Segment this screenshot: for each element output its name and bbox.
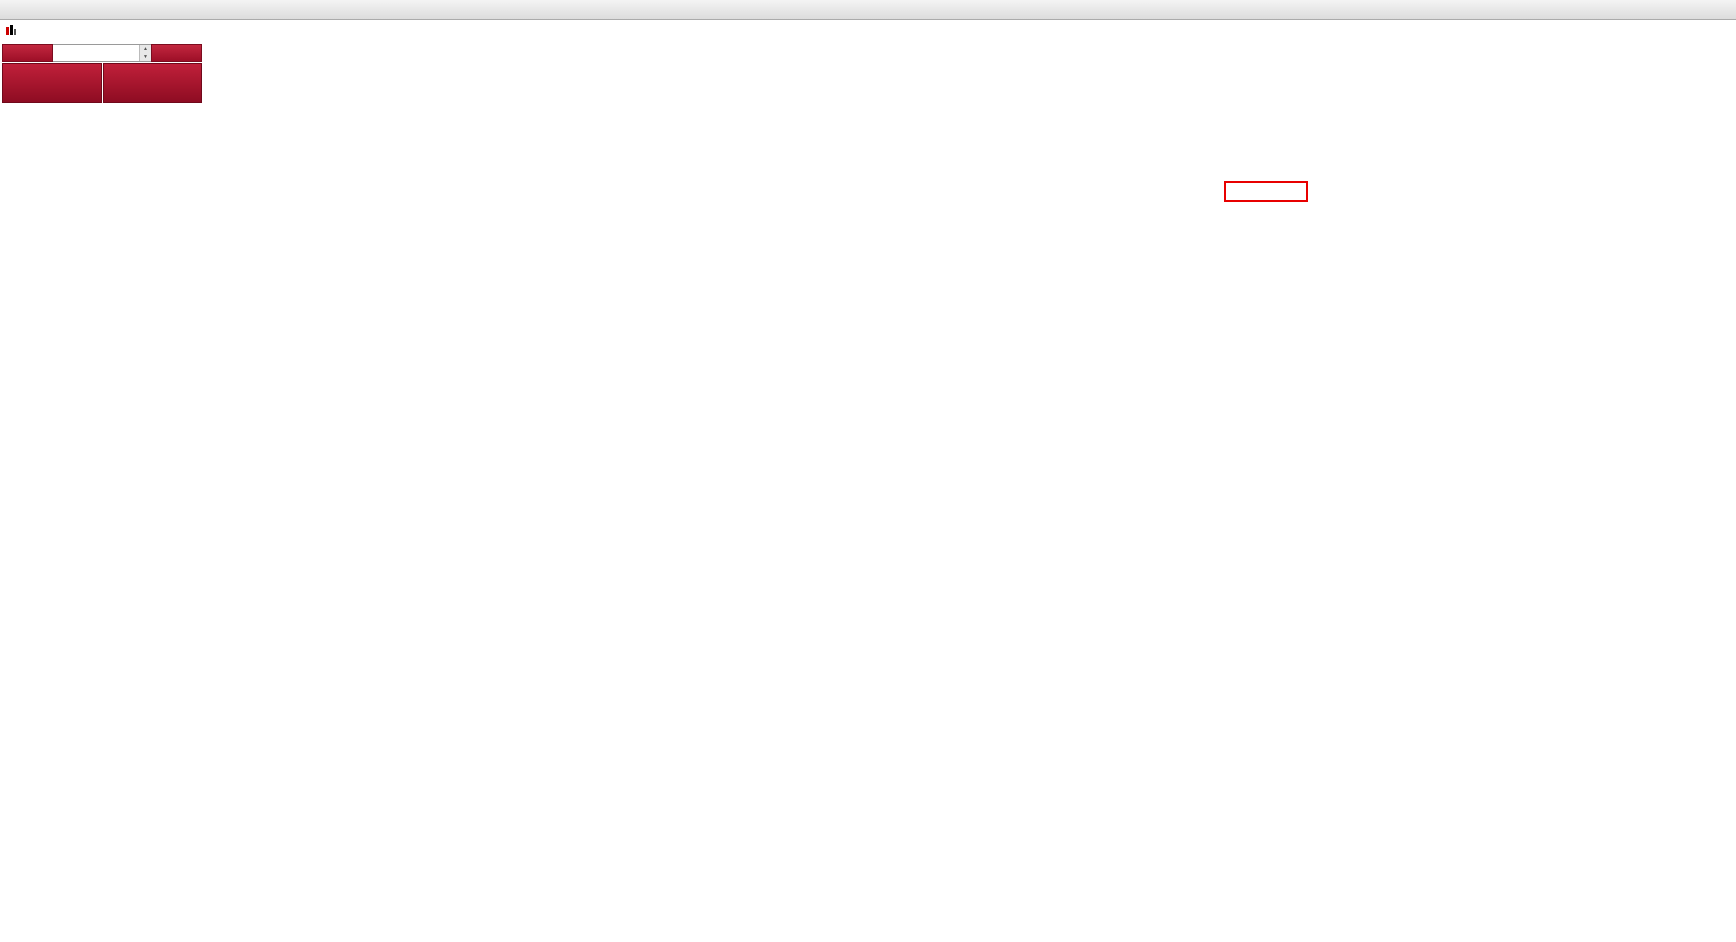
time-axis [0, 873, 1528, 891]
support-price-label[interactable] [1224, 181, 1308, 202]
stepper-down-icon[interactable]: ▼ [140, 53, 151, 61]
chart-type-icon [6, 25, 16, 35]
volume-field: ▲ ▼ [53, 44, 151, 62]
toolbar [0, 0, 1736, 20]
chart-title [5, 25, 25, 37]
buy-button[interactable] [151, 44, 202, 62]
volume-stepper[interactable]: ▲ ▼ [139, 45, 151, 61]
one-click-trading-panel: ▲ ▼ [2, 44, 202, 103]
sell-button[interactable] [2, 44, 53, 62]
volume-input[interactable] [53, 45, 139, 61]
buy-price-tile[interactable] [102, 63, 202, 103]
sell-price-tile[interactable] [2, 63, 102, 103]
stepper-up-icon[interactable]: ▲ [140, 45, 151, 53]
